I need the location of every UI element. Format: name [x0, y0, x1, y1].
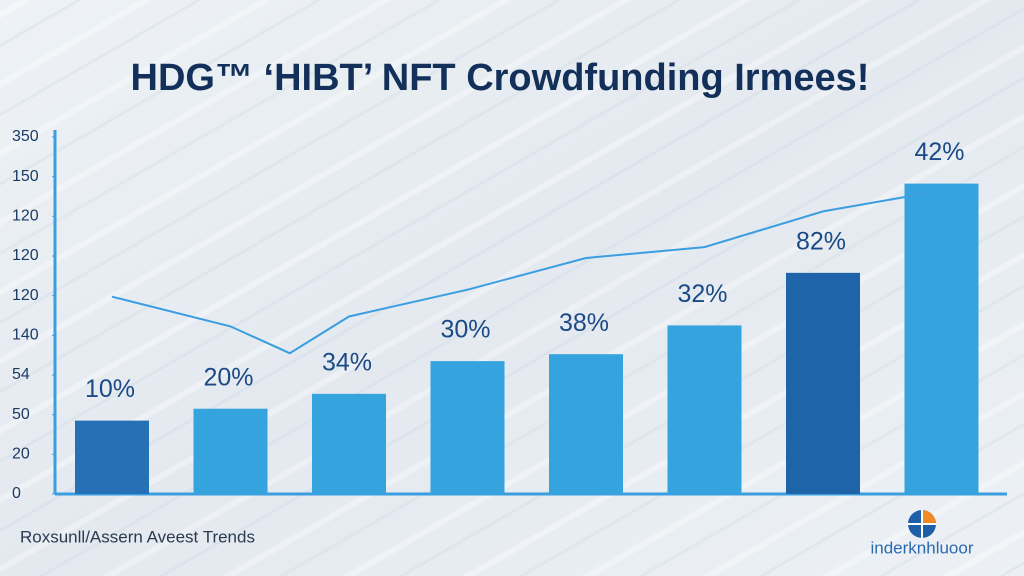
value-label: 30% [440, 316, 490, 344]
bar [430, 361, 505, 494]
value-label: 32% [677, 280, 727, 308]
bar [549, 354, 623, 494]
chart-title: HDG™ ‘HIBT’ NFT Crowdfunding Irmees! [131, 57, 870, 99]
trend-line [111, 189, 942, 355]
y-tick-label: 50 [12, 406, 30, 423]
y-tick-label: 120 [12, 287, 39, 304]
y-tick-label: 0 [12, 485, 21, 502]
y-tick-label: 350 [12, 128, 39, 145]
y-tick-label: 150 [12, 168, 39, 185]
value-label: 34% [322, 348, 372, 376]
logo-text: inderknhluoor [870, 538, 973, 557]
y-tick-label: 120 [12, 208, 39, 225]
value-label: 42% [914, 138, 964, 166]
bar [312, 393, 386, 494]
y-tick-label: 54 [12, 366, 30, 383]
logo: inderknhluoor [870, 510, 974, 557]
y-tick-label: 120 [12, 247, 39, 264]
bar [667, 325, 742, 494]
logo-icon-part [922, 510, 936, 524]
bar [193, 408, 268, 494]
value-label: 38% [559, 309, 609, 337]
value-label: 82% [796, 227, 846, 255]
bar [75, 420, 149, 494]
value-label: 20% [203, 363, 253, 391]
footer-text: Roxsunll/Assern Aveest Trends [20, 527, 255, 546]
value-label: 10% [85, 375, 135, 403]
bar [904, 183, 979, 494]
y-tick-label: 20 [12, 446, 30, 463]
y-tick-label: 140 [12, 327, 39, 344]
bar [786, 272, 860, 494]
